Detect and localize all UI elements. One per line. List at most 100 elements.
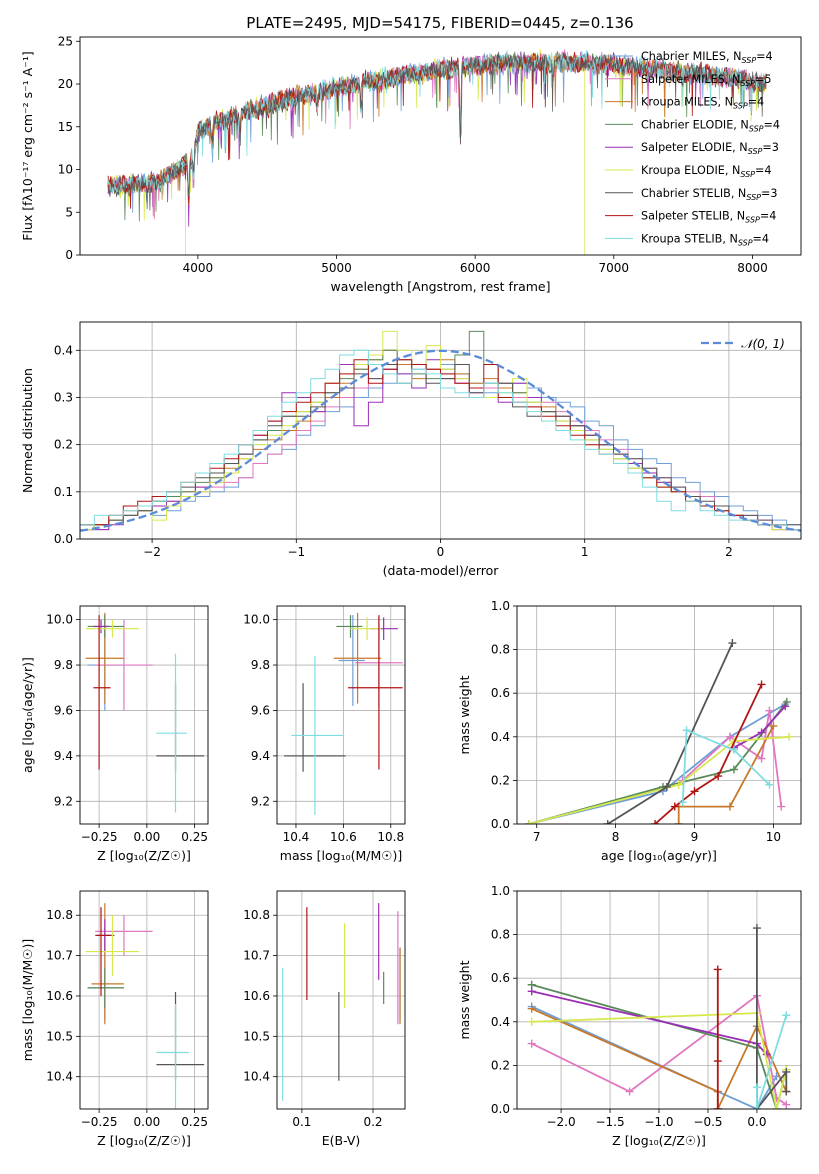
x-tick-label: 1 — [581, 545, 589, 559]
spectrum-line-chabrier-stelib — [107, 51, 767, 211]
weight-marker — [757, 754, 766, 763]
x-tick-label: 10.4 — [283, 830, 310, 844]
x-tick-label: 10.6 — [330, 830, 357, 844]
plot-area — [527, 924, 791, 1109]
x-tick-label: 0.25 — [181, 1115, 208, 1129]
legend-entry: Kroupa STELIB, NSSP=4 — [641, 232, 769, 247]
y-tick-label: 9.4 — [251, 749, 270, 763]
plot-area — [282, 903, 401, 1101]
weight-marker — [757, 680, 766, 689]
x-tick-label: −2 — [143, 545, 161, 559]
y-tick-label: 9.6 — [54, 703, 73, 717]
y-tick-label: 10 — [58, 163, 73, 177]
y-tick-label: 9.2 — [251, 794, 270, 808]
y-tick-label: 9.8 — [251, 658, 270, 672]
weight-marker — [729, 745, 738, 754]
y-tick-label: 15 — [58, 120, 73, 134]
weight-marker — [527, 987, 536, 996]
weight-marker — [713, 1105, 722, 1109]
weight-line-chabrier-miles — [528, 703, 786, 824]
weight-line-chabrier-miles — [531, 1005, 778, 1109]
age-vs-mass-panel: 10.4 10.6 10.8 9.2 9.4 9.6 9.8 10.0 mass [log₁₀(… — [243, 605, 406, 863]
weight-marker — [674, 820, 683, 824]
x-tick-label: 4000 — [183, 261, 214, 275]
y-tick-label: 0.0 — [491, 1102, 510, 1116]
plot-area — [85, 903, 205, 1109]
mass-vs-metallicity-panel: −0.25 0.00 0.25 10.4 10.5 10.6 10.7 10.8 Z [log₁… — [20, 890, 209, 1148]
y-tick-label: 10.8 — [243, 908, 270, 922]
y-tick-label: 10.6 — [46, 989, 73, 1003]
weight-marker — [782, 1067, 791, 1076]
weight-marker — [527, 1017, 536, 1026]
weight-line-kroupa-elodie — [531, 1012, 788, 1109]
weight-marker — [729, 765, 738, 774]
y-tick-label: 0.2 — [491, 1058, 510, 1072]
axes-overlay: −0.25 0.00 0.25 10.4 10.5 10.6 10.7 10.8 Z [log₁… — [20, 890, 209, 1148]
plot-area — [80, 330, 801, 539]
weight-marker — [765, 780, 774, 789]
x-tick-label: 6000 — [460, 261, 491, 275]
plot-area — [107, 49, 767, 255]
y-tick-label: 0.2 — [54, 438, 73, 452]
y-tick-label: 0.6 — [491, 971, 510, 985]
y-tick-label: 10.4 — [243, 1070, 270, 1084]
weight-marker — [714, 772, 723, 781]
y-tick-label: 0.0 — [54, 532, 73, 546]
x-axis-label: Z [log₁₀(Z/Z☉)] — [97, 848, 191, 863]
y-tick-label: 0.8 — [491, 643, 510, 657]
weight-marker — [527, 1004, 536, 1013]
y-tick-label: 0.3 — [54, 390, 73, 404]
weight-marker — [752, 924, 761, 933]
x-tick-label: 0.2 — [363, 1115, 382, 1129]
x-axis-label: E(B-V) — [322, 1133, 361, 1148]
x-tick-label: 0.25 — [181, 830, 208, 844]
x-tick-label: −1.5 — [595, 1115, 624, 1129]
x-tick-label: 10 — [766, 830, 781, 844]
weight-marker — [777, 802, 786, 811]
legend-entry: Chabrier STELIB, NSSP=3 — [641, 187, 778, 202]
weight-line-kroupa-miles — [531, 1007, 788, 1109]
x-tick-label: 9 — [691, 830, 699, 844]
y-tick-label: 9.4 — [54, 749, 73, 763]
axes-overlay: 0.1 0.2 10.4 10.5 10.6 10.7 10.8 E(B-V) — [243, 890, 406, 1148]
x-axis-label: (data-model)/error — [383, 563, 500, 578]
y-tick-label: 9.2 — [54, 794, 73, 808]
y-tick-label: 0.8 — [491, 928, 510, 942]
legend-entry: Salpeter MILES, NSSP=5 — [641, 73, 772, 88]
y-tick-label: 10.0 — [46, 613, 73, 627]
x-tick-label: 0.1 — [292, 1115, 311, 1129]
y-tick-label: 0.6 — [491, 686, 510, 700]
weight-marker — [782, 1100, 791, 1109]
weight-marker — [527, 1039, 536, 1048]
weight-marker — [690, 787, 699, 796]
y-axis-label: mass [log₁₀(M/M☉)] — [20, 939, 35, 1061]
weight-marker — [524, 820, 533, 824]
weight-line-chabrier-stelib — [756, 928, 788, 1109]
x-axis-label: age [log₁₀(age/yr)] — [601, 848, 717, 863]
y-tick-label: 0.1 — [54, 485, 73, 499]
x-axis-label: Z [log₁₀(Z/Z☉)] — [612, 1133, 706, 1148]
weight-marker — [651, 820, 660, 824]
axes-overlay: −2 −1 0 1 2 0.0 0.1 0.2 0.3 0.4 (data-model)/error… — [20, 321, 802, 578]
plot-area — [524, 639, 794, 824]
x-tick-label: −0.5 — [693, 1115, 722, 1129]
weight-marker — [769, 721, 778, 730]
x-tick-label: 8000 — [737, 261, 768, 275]
weight-marker — [682, 726, 691, 735]
y-tick-label: 10.0 — [243, 613, 270, 627]
y-tick-label: 10.5 — [243, 1029, 270, 1043]
weight-marker — [713, 965, 722, 974]
axes-overlay: 10.4 10.6 10.8 9.2 9.4 9.6 9.8 10.0 mass [log₁₀(… — [243, 605, 406, 863]
weight-marker — [752, 1105, 761, 1109]
y-tick-label: 0.4 — [491, 730, 510, 744]
y-tick-label: 10.4 — [46, 1070, 73, 1084]
weight-marker — [674, 780, 683, 789]
axes-overlay: 7 8 9 10 0.0 0.2 0.4 0.6 0.8 1.0 age [log₁₀(age/yr… — [457, 599, 802, 863]
y-tick-label: 10.8 — [46, 908, 73, 922]
y-tick-label: 5 — [65, 205, 73, 219]
y-tick-label: 25 — [58, 34, 73, 48]
x-tick-label: 8 — [612, 830, 620, 844]
weight-marker — [782, 697, 791, 706]
x-tick-label: 10.8 — [377, 830, 404, 844]
